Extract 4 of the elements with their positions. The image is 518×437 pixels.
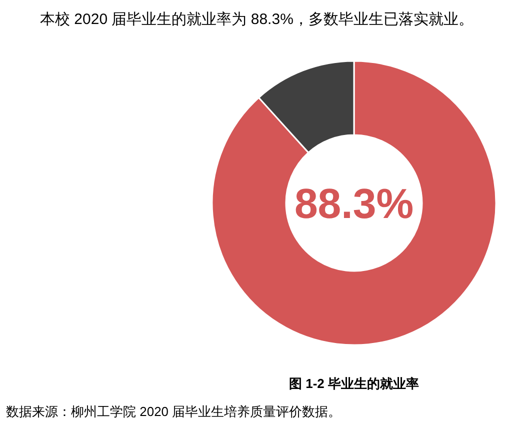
text: 本校 2020 届毕业生的就业率为 88.3%，多数毕业生已落实就业。 (40, 11, 474, 28)
text: 图 1-2 毕业生的就业率 (288, 376, 420, 391)
data-label: 88.3% (294, 180, 414, 227)
source-note: 数据来源：柳州工学院 2020 届毕业生培养质量评价数据。 (6, 404, 342, 419)
